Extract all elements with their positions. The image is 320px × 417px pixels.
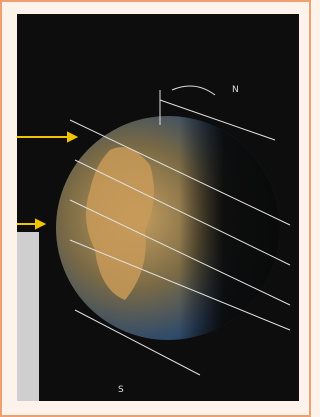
south-label: S [118, 385, 124, 395]
photo-frame: N S [0, 0, 311, 417]
north-label: N [232, 85, 239, 95]
page: N S (() => { const data = JSON.parse(doc… [0, 0, 311, 417]
wall-panel [17, 232, 39, 402]
earth-shadow [56, 116, 280, 340]
photo: N S [17, 14, 299, 402]
